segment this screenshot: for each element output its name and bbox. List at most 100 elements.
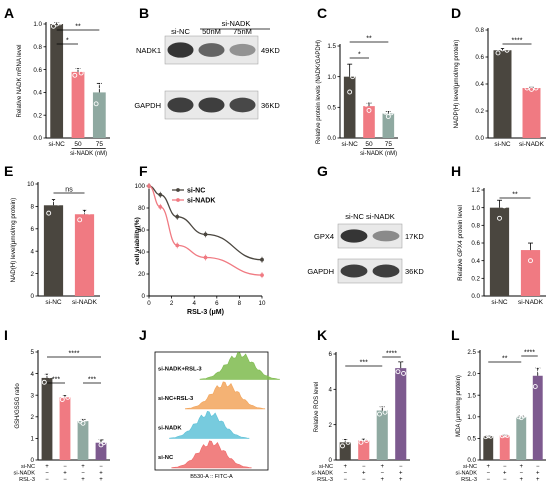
legend-swatch-dot (176, 198, 180, 202)
data-point (529, 86, 534, 92)
x-category-label: 50 (365, 141, 373, 148)
condition-mark: − (362, 464, 366, 470)
data-point (379, 402, 385, 408)
condition-label: si-NADK (312, 471, 334, 477)
panel-c-chart: 0.0 0.5 1.0 1.5 Relative protein levels (NAD… (316, 36, 398, 157)
data-point (388, 110, 394, 116)
data-point (95, 435, 101, 441)
bar-0 (493, 50, 512, 138)
legend-swatch-dot (176, 188, 180, 192)
condition-mark: + (99, 471, 103, 477)
bar-3 (395, 368, 407, 460)
bar-1 (363, 106, 375, 138)
data-point (51, 197, 56, 203)
y-tick-label: 0.6 (33, 67, 42, 74)
y-tick-label: 2.5 (467, 349, 476, 356)
data-point (488, 433, 494, 439)
y-tick-label: 4 (329, 387, 333, 394)
flow-histogram (184, 381, 266, 410)
x-axis-label: si-NADK (nM) (360, 151, 397, 157)
bar-3 (95, 442, 107, 460)
blot-col-label: 75nM (233, 27, 252, 36)
y-axis-label: NAD(H) level(μmol/mg protein) (10, 198, 17, 283)
y-axis-label: Relative ROS level (314, 382, 320, 432)
data-point (504, 47, 510, 53)
flow-track-label: si-NADK (158, 426, 182, 432)
data-point (203, 232, 208, 237)
panel-g-blot: GPX4 17KD GAPDH 36KD si-NC si-NADK (307, 212, 424, 284)
blot-band (372, 230, 400, 242)
y-axis-label: Relative GPX4 protein level (457, 205, 464, 281)
condition-label: si-NC (319, 464, 333, 470)
condition-mark: − (503, 477, 507, 483)
data-point (347, 89, 353, 95)
data-point (175, 243, 180, 248)
blot-band (167, 97, 194, 113)
data-point (78, 70, 84, 76)
data-point (401, 370, 406, 376)
y-tick-label: 0.4 (471, 258, 480, 265)
x-category-label: 75 (96, 141, 104, 148)
blot-header: si-NADK (222, 19, 251, 28)
data-point (77, 217, 83, 223)
bar-2 (382, 113, 395, 138)
data-point (100, 80, 105, 86)
blot-band (372, 264, 400, 278)
y-tick-label: 1.2 (471, 187, 480, 194)
panel-j-flow: si-NADK+RSL-3 si-NC+RSL-3 si-NADK si-NC B530… (154, 351, 280, 480)
y-tick-label: 0.0 (33, 135, 42, 142)
bar-2 (92, 92, 106, 138)
blot-row-label: NADK1 (136, 46, 161, 55)
panel-e-chart: 0 2 4 6 8 10 NAD(H) level(μmol/mg protein) si-N… (10, 181, 100, 306)
bar-1 (74, 214, 95, 296)
x-axis-label: RSL-3 (μM) (187, 309, 224, 316)
y-axis-label: Relative NADK mRNA level (17, 44, 23, 117)
significance-label: * (358, 52, 361, 59)
data-point (500, 46, 505, 52)
condition-mark: − (519, 471, 523, 477)
bar-1 (520, 250, 541, 296)
y-tick-label: 2 (31, 271, 35, 278)
y-tick-label: 0.0 (467, 457, 476, 464)
y-tick-label: 0.8 (471, 223, 480, 230)
condition-mark: + (362, 471, 366, 477)
significance-label: *** (52, 377, 60, 384)
x-category-label: 75 (385, 141, 393, 148)
y-axis-label: NADP(H) level(μmol/mg protein) (453, 40, 460, 129)
flow-frame (154, 351, 269, 471)
data-point (80, 420, 86, 426)
panel-letter-j: J (139, 327, 147, 343)
condition-mark: + (536, 477, 540, 483)
panel-letter-d: D (451, 5, 461, 21)
condition-mark: + (503, 471, 507, 477)
data-point (175, 214, 180, 219)
bar-2 (376, 410, 388, 460)
y-tick-label: 0.2 (471, 276, 480, 283)
significance-label: **** (512, 38, 523, 45)
bar-1 (522, 88, 541, 138)
x-category-label: si-NC (49, 141, 66, 148)
y-tick-label: 3 (31, 392, 35, 399)
data-point (203, 255, 208, 260)
y-tick-label: 4 (31, 248, 35, 255)
condition-mark: − (362, 477, 366, 483)
data-point (358, 439, 364, 445)
condition-label: si-NADK (14, 471, 36, 477)
y-tick-label: 0.0 (327, 135, 336, 142)
legend-label: si-NADK (187, 197, 215, 204)
y-tick-label: 5 (31, 349, 35, 356)
y-tick-label: 0.0 (471, 293, 480, 300)
panel-letter-i: I (4, 327, 8, 343)
data-point (501, 203, 507, 209)
data-point (533, 85, 539, 91)
y-tick-label: 0.5 (467, 436, 476, 443)
data-point (344, 58, 350, 64)
y-tick-label: 6 (329, 351, 333, 358)
data-point (364, 438, 369, 444)
y-tick-label: 1.0 (467, 414, 476, 421)
condition-mark: − (45, 477, 49, 483)
data-point (497, 215, 502, 221)
panel-letter-f: F (139, 163, 148, 179)
condition-mark: + (343, 464, 347, 470)
data-point (59, 397, 65, 402)
